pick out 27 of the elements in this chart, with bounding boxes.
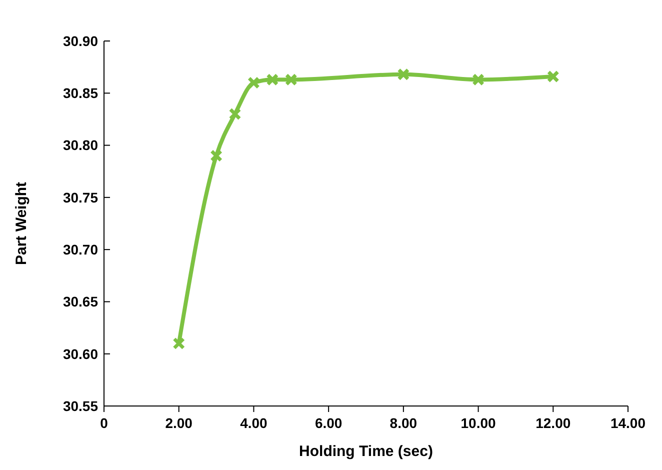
y-axis-title: Part Weight — [13, 182, 30, 266]
x-tick-label: 4.00 — [240, 415, 268, 431]
x-tick-label: 2.00 — [165, 415, 193, 431]
y-tick-label: 30.75 — [62, 189, 98, 206]
point — [284, 73, 298, 86]
y-tick-label: 30.65 — [62, 294, 98, 310]
point — [266, 73, 279, 86]
point — [472, 73, 485, 86]
x-tick-label: 6.00 — [314, 415, 342, 431]
x-tick-label: 12.00 — [536, 415, 571, 431]
x-axis-title: Holding Time (sec) — [299, 443, 433, 460]
x-tick-label: 10.00 — [460, 415, 496, 431]
point — [397, 68, 410, 81]
point — [210, 149, 223, 162]
y-tick-label: 30.70 — [62, 241, 98, 258]
y-tick-label: 30.85 — [62, 85, 98, 102]
y-tick-label: 30.60 — [62, 346, 98, 362]
y-tick-label: 30.55 — [62, 398, 98, 414]
x-tick-label: 14.00 — [610, 415, 646, 431]
point — [172, 337, 186, 350]
x-tick-label: 0 — [100, 415, 108, 431]
y-tick-label: 30.80 — [62, 137, 98, 154]
point — [546, 70, 560, 83]
y-tick-label: 30.90 — [62, 32, 98, 49]
point — [247, 76, 260, 89]
point — [228, 108, 242, 120]
x-tick-label: 8.00 — [390, 415, 418, 431]
